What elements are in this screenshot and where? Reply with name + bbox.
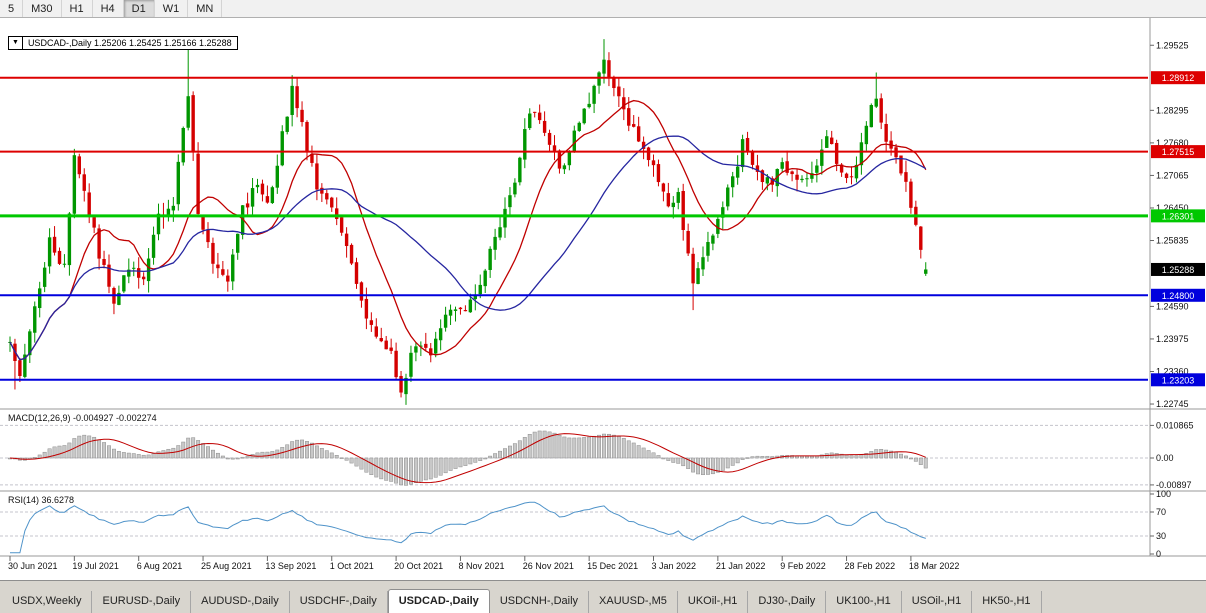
macd-signal-line (9, 433, 926, 484)
svg-text:6 Aug 2021: 6 Aug 2021 (137, 561, 183, 571)
svg-text:1.23975: 1.23975 (1156, 334, 1189, 344)
tf-button-h1[interactable]: H1 (62, 0, 93, 17)
tab-dj30-daily[interactable]: DJ30-,Daily (748, 591, 827, 613)
chart-expander-icon[interactable]: ▼ (9, 37, 23, 49)
svg-text:13 Sep 2021: 13 Sep 2021 (265, 561, 316, 571)
svg-text:1.24590: 1.24590 (1156, 301, 1189, 311)
svg-text:18 Mar 2022: 18 Mar 2022 (909, 561, 960, 571)
tf-button-mn[interactable]: MN (188, 0, 223, 17)
svg-text:1.29525: 1.29525 (1156, 40, 1189, 50)
tab-usdchf-daily[interactable]: USDCHF-,Daily (290, 591, 388, 613)
svg-text:1.25835: 1.25835 (1156, 236, 1189, 246)
svg-text:1.26301: 1.26301 (1162, 211, 1195, 221)
date-axis[interactable]: 30 Jun 2021 19 Jul 2021 6 Aug 2021 25 Aug 2… (8, 556, 959, 571)
tab-audusd-daily[interactable]: AUDUSD-,Daily (191, 591, 290, 613)
price-badges: 1.28912 1.27515 1.26301 1.24800 1.23203 1.252… (1151, 71, 1205, 387)
rsi-axis[interactable]: 100 70 30 0 (1150, 489, 1171, 559)
svg-text:1.27515: 1.27515 (1162, 147, 1195, 157)
svg-text:1.23360: 1.23360 (1156, 366, 1189, 376)
tab-uk100-h1[interactable]: UK100-,H1 (826, 591, 902, 613)
chart-background (0, 18, 1206, 580)
svg-text:28 Feb 2022: 28 Feb 2022 (845, 561, 896, 571)
tf-button-w1[interactable]: W1 (155, 0, 189, 17)
tf-button-5[interactable]: 5 (0, 0, 24, 17)
svg-text:21 Jan 2022: 21 Jan 2022 (716, 561, 766, 571)
svg-text:1.24800: 1.24800 (1162, 291, 1195, 301)
ma-slow-line (9, 135, 927, 361)
svg-text:1.27065: 1.27065 (1156, 170, 1189, 180)
svg-text:30: 30 (1156, 531, 1166, 541)
svg-text:15 Dec 2021: 15 Dec 2021 (587, 561, 638, 571)
svg-text:1.22745: 1.22745 (1156, 399, 1189, 409)
macd-axis[interactable]: 0.010865 0.00 -0.00897 (1150, 420, 1194, 490)
svg-text:70: 70 (1156, 507, 1166, 517)
tab-eurusd-daily[interactable]: EURUSD-,Daily (92, 591, 192, 613)
tab-hk50-h1[interactable]: HK50-,H1 (972, 591, 1042, 613)
svg-text:1.28912: 1.28912 (1162, 73, 1195, 83)
chart-legend: ▼ USDCAD-,Daily 1.25206 1.25425 1.25166 … (8, 36, 238, 50)
candles-layer (8, 39, 928, 405)
svg-text:25 Aug 2021: 25 Aug 2021 (201, 561, 252, 571)
svg-text:1.28295: 1.28295 (1156, 105, 1189, 115)
tab-xauusd-m5[interactable]: XAUUSD-,M5 (589, 591, 678, 613)
chart-tabs: USDX,Weekly EURUSD-,Daily AUDUSD-,Daily USD… (0, 580, 1206, 613)
tab-usdcnh-daily[interactable]: USDCNH-,Daily (490, 591, 590, 613)
svg-text:20 Oct 2021: 20 Oct 2021 (394, 561, 443, 571)
rsi-line (10, 501, 926, 554)
pane-separators (0, 18, 1206, 557)
svg-text:100: 100 (1156, 489, 1171, 499)
tf-button-h4[interactable]: H4 (93, 0, 124, 17)
svg-text:-0.00897: -0.00897 (1156, 480, 1192, 490)
svg-text:3 Jan 2022: 3 Jan 2022 (652, 561, 697, 571)
svg-text:1.25288: 1.25288 (1162, 265, 1195, 275)
tf-button-d1[interactable]: D1 (123, 0, 155, 17)
ma-fast-line (9, 99, 927, 361)
svg-text:19 Jul 2021: 19 Jul 2021 (72, 561, 119, 571)
svg-text:9 Feb 2022: 9 Feb 2022 (780, 561, 826, 571)
svg-text:1 Oct 2021: 1 Oct 2021 (330, 561, 374, 571)
tf-button-m30[interactable]: M30 (23, 0, 62, 17)
svg-text:1.27680: 1.27680 (1156, 138, 1189, 148)
tab-usdx-weekly[interactable]: USDX,Weekly (2, 591, 93, 613)
chart-canvas[interactable]: 1.29525 1.28295 1.27680 1.27065 1.26450 1.258… (0, 18, 1206, 580)
svg-text:26 Nov 2021: 26 Nov 2021 (523, 561, 574, 571)
timeframe-toolbar: 5 M30 H1 H4 D1 W1 MN (0, 0, 1206, 18)
macd-label: MACD(12,26,9) -0.004927 -0.002274 (8, 413, 157, 423)
svg-text:1.26450: 1.26450 (1156, 203, 1189, 213)
rsi-label: RSI(14) 36.6278 (8, 495, 75, 505)
tab-usoil-h1[interactable]: USOil-,H1 (902, 591, 973, 613)
svg-text:1.23203: 1.23203 (1162, 375, 1195, 385)
svg-text:8 Nov 2021: 8 Nov 2021 (458, 561, 504, 571)
chart-area[interactable]: 1.29525 1.28295 1.27680 1.27065 1.26450 1.258… (0, 18, 1206, 580)
svg-text:30 Jun 2021: 30 Jun 2021 (8, 561, 58, 571)
tab-ukoil-h1[interactable]: UKOil-,H1 (678, 591, 749, 613)
tab-usdcad-daily[interactable]: USDCAD-,Daily (387, 589, 490, 613)
svg-text:0.00: 0.00 (1156, 453, 1174, 463)
chart-ohlc-text: USDCAD-,Daily 1.25206 1.25425 1.25166 1.… (27, 38, 232, 48)
svg-text:0.010865: 0.010865 (1156, 420, 1194, 430)
price-axis[interactable]: 1.29525 1.28295 1.27680 1.27065 1.26450 1.258… (1150, 40, 1189, 409)
svg-text:0: 0 (1156, 549, 1161, 559)
horizontal-level-lines[interactable] (0, 76, 1148, 381)
